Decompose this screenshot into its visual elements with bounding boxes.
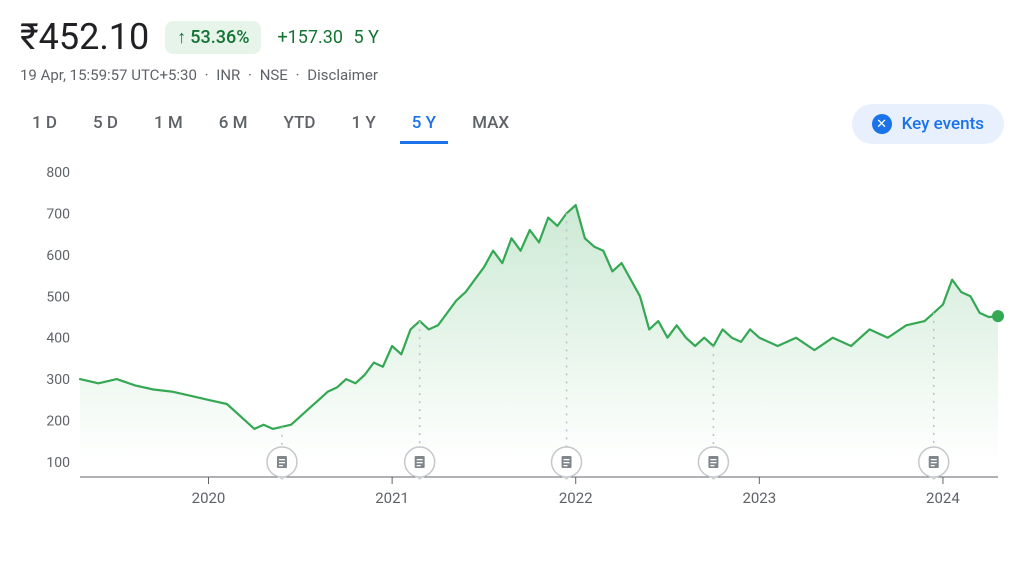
controls-row: 1 D 5 D 1 M 6 M YTD 1 Y 5 Y MAX ✕ Key events [20, 104, 1004, 144]
time-range-tabs: 1 D 5 D 1 M 6 M YTD 1 Y 5 Y MAX [20, 105, 521, 144]
svg-text:500: 500 [46, 289, 70, 305]
time-range-tab[interactable]: 1 Y [340, 105, 388, 144]
current-price: ₹452.10 [20, 16, 149, 58]
svg-text:2023: 2023 [742, 489, 776, 507]
svg-text:700: 700 [46, 206, 70, 222]
time-range-tab[interactable]: 5 Y [400, 105, 448, 144]
disclaimer-link[interactable]: Disclaimer [307, 66, 378, 84]
price-chart[interactable]: 100 200 300 400 500 600 700 800 2020 2021 2022 2023… [20, 162, 1004, 522]
event-marker[interactable] [267, 447, 297, 479]
svg-text:800: 800 [46, 165, 70, 181]
event-marker[interactable] [698, 447, 728, 479]
event-marker[interactable] [919, 447, 949, 479]
svg-text:2020: 2020 [192, 489, 226, 507]
svg-text:300: 300 [46, 372, 70, 388]
svg-text:2022: 2022 [559, 489, 593, 507]
svg-text:600: 600 [46, 248, 70, 264]
close-icon: ✕ [872, 114, 892, 134]
percent-change-value: 53.36% [190, 27, 249, 48]
time-range-tab[interactable]: YTD [272, 105, 328, 144]
percent-change-badge: ↑ 53.36% [165, 21, 261, 54]
timestamp: 19 Apr, 15:59:57 UTC+5:30 [20, 66, 197, 84]
svg-text:400: 400 [46, 331, 70, 347]
event-marker[interactable] [405, 447, 435, 479]
time-range-tab[interactable]: 6 M [207, 105, 260, 144]
time-range-tab[interactable]: MAX [460, 105, 521, 144]
time-range-tab[interactable]: 1 D [20, 105, 69, 144]
time-range-tab[interactable]: 5 D [81, 105, 130, 144]
svg-text:100: 100 [46, 455, 70, 471]
event-marker[interactable] [552, 447, 582, 479]
time-range-tab[interactable]: 1 M [142, 105, 195, 144]
exchange: NSE [260, 66, 288, 84]
meta-info: 19 Apr, 15:59:57 UTC+5:30 · INR · NSE · … [20, 66, 1004, 84]
svg-text:200: 200 [46, 414, 70, 430]
key-events-label: Key events [902, 114, 984, 134]
arrow-up-icon: ↑ [177, 27, 186, 48]
price-header: ₹452.10 ↑ 53.36% +157.30 5 Y [20, 16, 1004, 58]
absolute-change: +157.30 5 Y [277, 27, 378, 48]
svg-text:2024: 2024 [926, 489, 960, 507]
currency: INR [216, 66, 240, 84]
svg-text:2021: 2021 [375, 489, 409, 507]
key-events-button[interactable]: ✕ Key events [852, 104, 1004, 144]
